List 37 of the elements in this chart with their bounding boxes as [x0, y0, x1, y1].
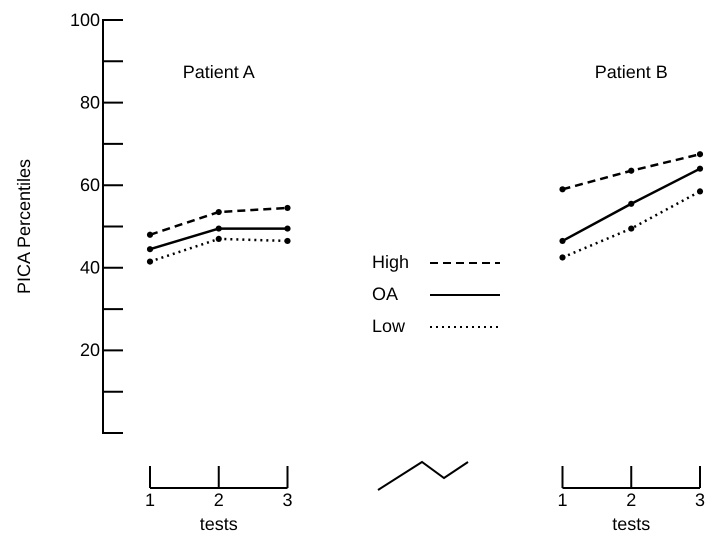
point — [284, 204, 291, 211]
x-tick-label: 1 — [144, 490, 156, 510]
legend-label: Low — [372, 316, 406, 336]
point — [559, 238, 566, 244]
annotation: Patient A — [182, 62, 255, 82]
point — [696, 151, 704, 158]
y-tick-label: 40 — [80, 258, 100, 278]
y-tick-label: 60 — [80, 174, 100, 195]
point — [628, 200, 634, 207]
x-axis-title: tests — [200, 514, 238, 534]
text: tests — [612, 514, 650, 534]
x-tick-label: 3 — [694, 490, 706, 510]
legend-label: OA — [372, 284, 398, 304]
point — [146, 246, 154, 252]
y-tick-label: 80 — [80, 92, 100, 112]
annotation: Patient B — [594, 62, 668, 82]
point — [284, 225, 291, 232]
point — [284, 238, 291, 244]
point — [559, 186, 566, 192]
y-tick-label: 100 — [70, 10, 100, 30]
point — [628, 225, 634, 232]
x-tick-label: 3 — [282, 490, 293, 510]
point — [146, 258, 154, 265]
x-tick-label: 2 — [626, 490, 636, 510]
point — [628, 168, 634, 174]
point — [216, 208, 222, 216]
x-tick-label: 2 — [214, 490, 224, 510]
y-axis-title: PICA Percentiles — [14, 158, 34, 294]
point — [696, 188, 704, 194]
y-tick-label: 20 — [80, 340, 100, 360]
x-tick-label: 1 — [557, 490, 568, 510]
point — [559, 254, 566, 261]
legend-label: High — [372, 252, 410, 272]
point — [216, 236, 222, 242]
point — [696, 166, 704, 172]
point — [216, 225, 222, 232]
point — [146, 232, 154, 238]
